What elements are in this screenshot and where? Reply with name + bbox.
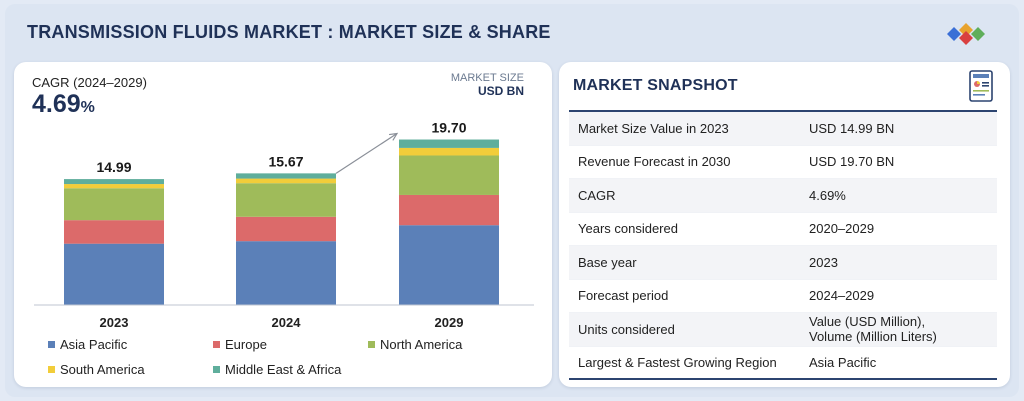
bar-total-label: 14.99: [96, 159, 131, 175]
market-size-caption: MARKET SIZE USD BN: [451, 72, 524, 98]
bar-segment-2023-asia-pacific: [64, 243, 164, 305]
bar-segment-2023-south-america: [64, 184, 164, 189]
snapshot-key: Years considered: [578, 221, 678, 237]
snapshot-row: Largest & Fastest Growing Region Asia Pa…: [569, 347, 997, 380]
report-icon: [969, 70, 993, 102]
legend-swatch-north-america: [368, 341, 375, 348]
snapshot-row: Base year 2023: [569, 246, 997, 280]
legend-label: Middle East & Africa: [225, 362, 342, 377]
snapshot-key: Units considered: [578, 321, 675, 337]
snapshot-table: Market Size Value in 2023 USD 14.99 BN R…: [569, 112, 997, 380]
snapshot-key: Largest & Fastest Growing Region: [578, 355, 777, 371]
bar-total-label: 19.70: [431, 120, 466, 136]
cagr-value: 4.69%: [32, 90, 95, 119]
market-snapshot-panel: MARKET SNAPSHOT Market Size Value in 202…: [559, 62, 1010, 387]
bar-segment-2029-north-america: [399, 155, 499, 195]
x-tick-label: 2024: [272, 315, 302, 330]
snapshot-value: 2024–2029: [809, 288, 875, 304]
snapshot-value: 2020–2029: [809, 221, 875, 237]
snapshot-value-line: Value (USD Million),: [809, 314, 926, 330]
bar-segment-2029-europe: [399, 194, 499, 226]
bar-segment-2024-asia-pacific: [236, 241, 336, 305]
page-title: TRANSMISSION FLUIDS MARKET : MARKET SIZE…: [27, 22, 551, 42]
legend-swatch-south-america: [48, 366, 55, 373]
snapshot-row: Market Size Value in 2023 USD 14.99 BN: [569, 112, 997, 146]
x-tick-label: 2023: [100, 315, 129, 330]
bar-segment-2024-middle-east-africa: [236, 173, 336, 179]
growth-arrow-line: [335, 133, 398, 174]
bar-segment-2029-south-america: [399, 147, 499, 156]
x-tick-label: 2029: [435, 315, 464, 330]
bar-segment-2024-south-america: [236, 178, 336, 184]
snapshot-value: Asia Pacific: [809, 355, 877, 371]
legend-swatch-middle-east-africa: [213, 366, 220, 373]
bar-segment-2029-asia-pacific: [399, 225, 499, 305]
bar-total-label: 15.67: [268, 153, 303, 169]
legend-label: Asia Pacific: [60, 337, 128, 352]
cagr-number: 4.69: [32, 90, 81, 118]
market-size-label: MARKET SIZE: [450, 72, 524, 84]
snapshot-value: USD 14.99 BN: [809, 120, 895, 136]
legend-label: Europe: [225, 337, 267, 352]
snapshot-key: Revenue Forecast in 2030: [578, 154, 731, 170]
snapshot-value-line: Volume (Million Liters): [809, 329, 937, 345]
market-size-unit: USD BN: [477, 84, 524, 98]
snapshot-row: Revenue Forecast in 2030 USD 19.70 BN: [569, 146, 997, 179]
snapshot-value: Value (USD Million), Volume (Million Lit…: [809, 314, 997, 344]
snapshot-key: Market Size Value in 2023: [578, 120, 729, 136]
legend-item-south-america: South America: [48, 362, 145, 377]
snapshot-divider-top: [569, 110, 997, 112]
cagr-label: CAGR (2024–2029): [32, 75, 147, 90]
legend-item-middle-east-africa: Middle East & Africa: [213, 362, 341, 377]
snapshot-key: Base year: [578, 254, 637, 270]
stacked-bar-chart: 14.99 2023 15.67 2024 19.70 2029: [34, 120, 534, 330]
snapshot-row: Forecast period 2024–2029: [569, 280, 997, 313]
snapshot-row: CAGR 4.69%: [569, 179, 997, 213]
snapshot-title: MARKET SNAPSHOT: [573, 77, 738, 94]
legend-label: North America: [380, 337, 463, 352]
snapshot-divider-bottom: [569, 378, 997, 380]
brand-logo-icon: [947, 23, 985, 45]
cagr-unit: %: [80, 99, 95, 116]
bar-segment-2024-north-america: [236, 183, 336, 217]
bar-segment-2029-middle-east-africa: [399, 139, 499, 148]
bar-segment-2023-middle-east-africa: [64, 179, 164, 185]
legend-label: South America: [60, 362, 145, 377]
snapshot-value: 2023: [809, 254, 838, 270]
snapshot-key: Forecast period: [578, 288, 669, 304]
snapshot-value: 4.69%: [809, 187, 846, 203]
snapshot-row: Years considered 2020–2029: [569, 213, 997, 246]
snapshot-value: USD 19.70 BN: [809, 154, 895, 170]
legend-item-asia-pacific: Asia Pacific: [48, 337, 127, 352]
legend-swatch-europe: [213, 341, 220, 348]
bar-segment-2023-europe: [64, 220, 164, 244]
chart-panel: CAGR (2024–2029) 4.69% MARKET SIZE USD B…: [14, 62, 552, 387]
snapshot-row: Units considered Value (USD Million), Vo…: [569, 313, 997, 347]
bar-segment-2023-north-america: [64, 188, 164, 221]
legend-item-north-america: North America: [368, 337, 462, 352]
legend-item-europe: Europe: [213, 337, 267, 352]
snapshot-key: CAGR: [578, 187, 616, 203]
growth-arrow-head: [388, 132, 399, 141]
bar-segment-2024-europe: [236, 216, 336, 242]
legend-swatch-asia-pacific: [48, 341, 55, 348]
